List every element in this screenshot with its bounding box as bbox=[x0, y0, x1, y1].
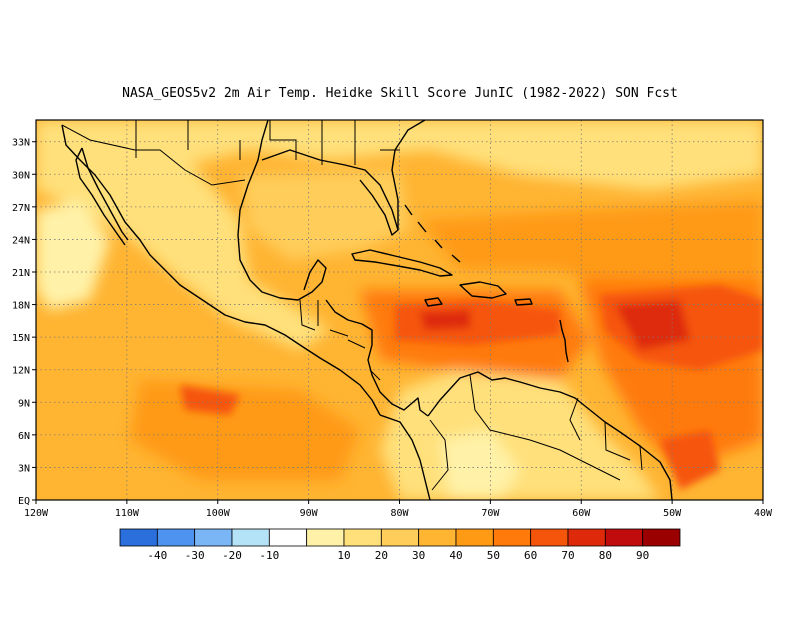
colorbar-swatch bbox=[492, 528, 532, 547]
coastline-central-america-east bbox=[325, 299, 429, 417]
lon-label: 110W bbox=[115, 508, 140, 519]
lon-label: 90W bbox=[300, 508, 319, 519]
colorbar-swatch bbox=[194, 528, 233, 547]
coastline-bahamas bbox=[404, 204, 461, 263]
field-north-light bbox=[36, 120, 763, 190]
coastline-cuba bbox=[351, 249, 453, 277]
colorbar bbox=[119, 528, 681, 547]
field-mexico-light bbox=[36, 150, 330, 350]
colorbar-label: -10 bbox=[259, 549, 279, 562]
field-carib-dark bbox=[420, 310, 470, 330]
colorbar-swatch bbox=[567, 528, 606, 547]
lat-label: 6N bbox=[18, 431, 30, 442]
colorbar-swatch bbox=[455, 528, 494, 547]
lat-label: 21N bbox=[12, 268, 30, 279]
colorbar-label: -20 bbox=[222, 549, 242, 562]
colorbar-label: 60 bbox=[524, 549, 537, 562]
colorbar-swatch bbox=[418, 528, 457, 547]
colorbar-swatch bbox=[156, 528, 196, 547]
colorbar-label: -40 bbox=[147, 549, 167, 562]
colorbar-label: 90 bbox=[636, 549, 649, 562]
colorbar-swatch bbox=[642, 528, 681, 547]
lat-label: 12N bbox=[12, 366, 30, 377]
lat-label: 33N bbox=[12, 138, 30, 149]
colorbar-label: 30 bbox=[412, 549, 425, 562]
field-white-patch-2 bbox=[440, 430, 520, 500]
political-borders bbox=[61, 120, 643, 491]
coastline-baja bbox=[75, 147, 129, 246]
colorbar-label: 20 bbox=[375, 549, 388, 562]
border-central-america bbox=[299, 299, 381, 381]
longitude-labels: 120W 110W 100W 90W 80W 70W 60W 50W 40W bbox=[24, 500, 773, 519]
field-pacific-red bbox=[180, 385, 240, 415]
lat-label: 3N bbox=[18, 463, 30, 474]
field-gulf bbox=[240, 170, 410, 260]
latitude-labels: 33N 30N 27N 24N 21N 18N 15N 12N 9N 6N 3N EQ bbox=[12, 138, 36, 507]
colorbar-label: 70 bbox=[561, 549, 574, 562]
field-caribbean-red bbox=[395, 300, 560, 345]
colorbar-swatch bbox=[380, 528, 420, 547]
field-amazon-red bbox=[660, 430, 720, 490]
colorbar-label: 40 bbox=[449, 549, 462, 562]
lat-label: 9N bbox=[18, 398, 30, 409]
coastline-us-gulf bbox=[261, 149, 399, 236]
lat-label: 18N bbox=[12, 301, 30, 312]
lat-label: 24N bbox=[12, 235, 30, 246]
coastline-lesser-antilles bbox=[559, 319, 569, 363]
border-us-mexico bbox=[61, 124, 246, 186]
lon-label: 40W bbox=[754, 508, 773, 519]
coastline-puerto-rico bbox=[514, 298, 533, 306]
lat-label: 15N bbox=[12, 333, 30, 344]
coastline-south-america-north bbox=[379, 371, 673, 500]
colorbar-swatch bbox=[268, 528, 308, 547]
lon-label: 120W bbox=[24, 508, 49, 519]
lat-label: EQ bbox=[18, 496, 30, 507]
colorbar-label: -30 bbox=[185, 549, 205, 562]
colorbar-label: 50 bbox=[487, 549, 500, 562]
lon-label: 60W bbox=[572, 508, 591, 519]
coastline-north-america-pacific bbox=[61, 124, 381, 416]
colorbar-swatch bbox=[530, 528, 569, 547]
border-south-america bbox=[429, 374, 643, 491]
lon-label: 80W bbox=[390, 508, 409, 519]
field-white-patch-1 bbox=[36, 200, 110, 310]
lon-label: 100W bbox=[206, 508, 231, 519]
coastline-us-atlantic bbox=[391, 120, 426, 230]
coastline-jamaica bbox=[424, 297, 443, 307]
lat-label: 30N bbox=[12, 170, 30, 181]
colorbar-swatch bbox=[306, 528, 345, 547]
colorbar-label: 10 bbox=[337, 549, 350, 562]
lon-label: 70W bbox=[481, 508, 500, 519]
colorbar-swatch bbox=[231, 528, 270, 547]
coastline-gulf-of-mexico bbox=[237, 120, 327, 301]
colorbar-swatch bbox=[343, 528, 382, 547]
lat-label: 27N bbox=[12, 203, 30, 214]
shaded-field bbox=[36, 120, 763, 500]
coastlines bbox=[61, 120, 673, 500]
lon-label: 50W bbox=[663, 508, 682, 519]
coastline-hispaniola bbox=[459, 281, 507, 299]
map-title: NASA_GEOS5v2 2m Air Temp. Heidke Skill S… bbox=[122, 86, 678, 101]
colorbar-label: 80 bbox=[599, 549, 612, 562]
colorbar-labels: -40 -30 -20 -10 10 20 30 40 50 60 70 80 90 bbox=[147, 549, 649, 562]
border-us-states bbox=[135, 120, 400, 165]
colorbar-swatch bbox=[119, 528, 158, 547]
colorbar-swatch bbox=[604, 528, 644, 547]
